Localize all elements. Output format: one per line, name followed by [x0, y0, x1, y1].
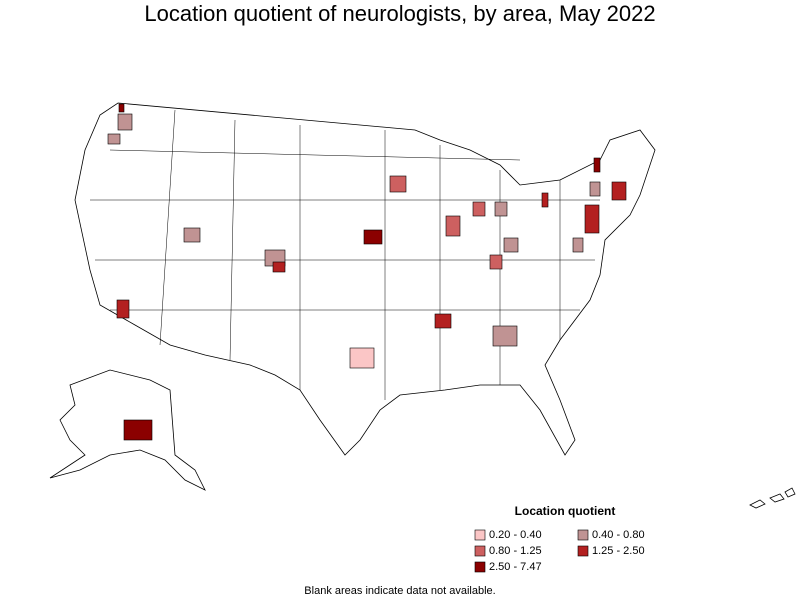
metro-area: [611, 181, 627, 201]
legend-label: 1.25 - 2.50: [592, 545, 645, 557]
metro-area: [107, 133, 121, 145]
legend-swatch: [474, 529, 486, 541]
map: [49, 102, 796, 509]
legend-label: 0.40 - 0.80: [592, 529, 645, 541]
hawaii: [749, 487, 796, 509]
legend-label: 0.20 - 0.40: [489, 529, 542, 541]
metro-area: [272, 261, 286, 273]
metro-area: [434, 313, 452, 329]
metro-area: [349, 347, 375, 369]
metro-area: [489, 254, 503, 270]
legend-swatch: [577, 529, 589, 541]
metro-area: [117, 113, 133, 131]
metro-area: [541, 192, 549, 208]
metro-area: [363, 229, 383, 245]
metro-area: [494, 201, 508, 217]
metro-area: [572, 237, 584, 253]
legend-swatch: [474, 545, 486, 557]
legend-title: Location quotient: [515, 504, 616, 518]
legend: 0.20 - 0.40 0.40 - 0.80 0.80 - 1.25 1.25 - …: [474, 529, 645, 573]
metro-area: [503, 237, 519, 253]
us-mainland: [74, 102, 656, 456]
metro-area: [389, 175, 407, 193]
metro-area: [118, 103, 125, 113]
metro-area: [123, 419, 153, 441]
metro-areas: [107, 103, 627, 441]
metro-area: [593, 157, 601, 173]
legend-swatch: [577, 545, 589, 557]
metro-area: [492, 325, 518, 347]
metro-area: [183, 227, 201, 243]
metro-area: [116, 299, 130, 319]
metro-area: [589, 181, 601, 197]
map-title: Location quotient of neurologists, by ar…: [144, 1, 655, 26]
metro-area: [584, 204, 600, 234]
legend-swatch: [474, 561, 486, 573]
metro-area: [445, 215, 461, 237]
note: Blank areas indicate data not available.: [304, 585, 495, 597]
legend-label: 0.80 - 1.25: [489, 545, 542, 557]
metro-area: [472, 201, 486, 217]
legend-label: 2.50 - 7.47: [489, 561, 542, 573]
